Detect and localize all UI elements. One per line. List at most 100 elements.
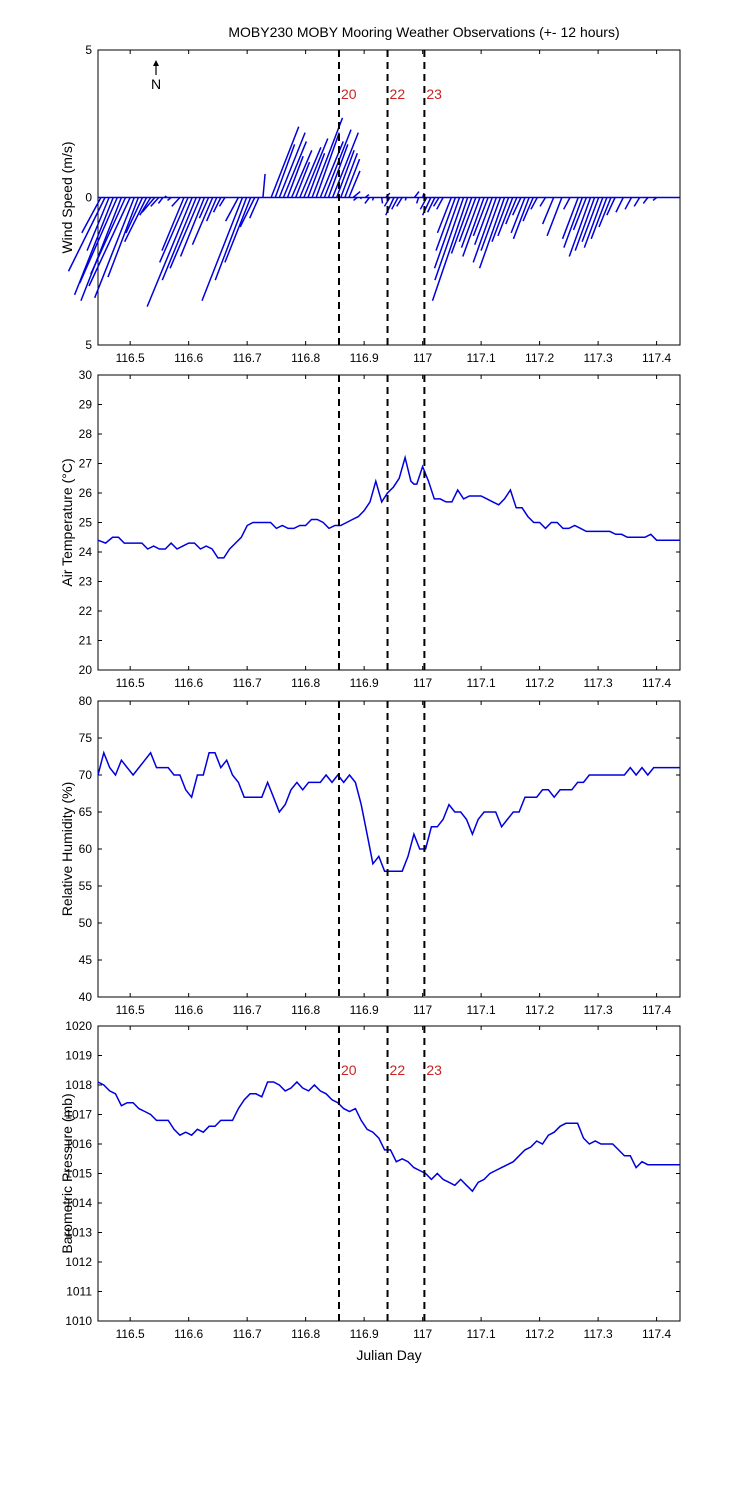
wind-stick: [179, 197, 206, 257]
y-axis-label: Barometric Pressure (mb): [59, 1093, 75, 1253]
x-tick-label: 117.1: [467, 1003, 496, 1017]
y-tick-label: 21: [79, 634, 93, 648]
y-tick-label: 25: [79, 516, 93, 530]
wind-stick: [522, 197, 534, 222]
wind-stick: [364, 193, 370, 199]
y-tick-label: 1013: [65, 1226, 92, 1240]
wind-stick: [340, 152, 359, 198]
x-tick-label: 116.8: [291, 1003, 320, 1017]
x-tick-label: 116.5: [116, 351, 145, 365]
wind-stick: [434, 197, 465, 281]
wind-stick: [505, 197, 518, 225]
y-tick-label: 1014: [65, 1196, 92, 1210]
wind-stick: [352, 191, 361, 199]
event-label: 23: [426, 86, 442, 102]
wind-stick: [497, 197, 514, 237]
wind-stick: [348, 170, 361, 198]
wind-stick: [214, 197, 248, 281]
wind-stick: [432, 197, 440, 207]
x-axis-label: Julian Day: [356, 1347, 422, 1363]
wind-stick: [86, 197, 110, 251]
y-tick-label: 1020: [65, 1019, 92, 1033]
wind-stick: [460, 197, 481, 248]
event-label: 20: [341, 86, 357, 102]
x-tick-label: 117: [413, 351, 432, 365]
y-tick-label: 45: [79, 953, 93, 967]
x-tick-label: 117.4: [642, 351, 671, 365]
wind-stick: [161, 197, 197, 281]
y-tick-label: 1011: [66, 1285, 92, 1299]
wind-stick: [167, 196, 172, 202]
wind-stick: [563, 197, 584, 248]
y-tick-label: 28: [79, 427, 93, 441]
panel-wind-speed: 116.5 116.6 116.7 116.8 116.9 117 117.1 117.2 11…: [59, 43, 681, 365]
y-tick-label: 5: [85, 338, 92, 352]
y-tick-label: 1017: [65, 1108, 92, 1122]
wind-stick: [290, 150, 313, 198]
x-tick-label: 117.2: [525, 1003, 554, 1017]
wind-stick: [652, 196, 658, 202]
wind-stick: [157, 197, 164, 204]
wind-stick: [458, 197, 477, 243]
wind-stick: [364, 197, 371, 204]
wind-stick: [435, 197, 457, 251]
y-tick-label: 55: [79, 879, 93, 893]
wind-stick: [94, 197, 135, 299]
x-tick-label: 116.9: [350, 351, 379, 365]
event-label: 22: [390, 86, 406, 102]
wind-stick: [539, 197, 547, 207]
y-tick-label: 40: [79, 990, 93, 1004]
wind-stick: [299, 147, 322, 198]
wind-stick: [79, 197, 118, 284]
wind-stick: [383, 197, 391, 207]
series-line: [97, 1080, 680, 1193]
wind-stick: [480, 197, 502, 251]
y-tick-label: 70: [79, 768, 93, 782]
wind-stick: [90, 197, 127, 275]
x-tick-label: 116.5: [116, 1003, 145, 1017]
wind-stick: [633, 197, 641, 207]
x-tick-label: 117.3: [584, 1003, 613, 1017]
wind-stick: [462, 197, 485, 257]
x-tick-label: 116.8: [291, 351, 320, 365]
panel-barometric-pressure: 116.5 116.6 116.7 116.8 116.9 117 117.1 117.2 11…: [59, 1019, 681, 1341]
x-tick-label: 117.3: [584, 676, 613, 690]
x-tick-label: 116.8: [291, 1327, 320, 1341]
wind-stick: [161, 197, 185, 251]
y-tick-label: 1016: [65, 1137, 92, 1151]
x-tick-label: 117.1: [467, 676, 496, 690]
wind-stick: [436, 197, 452, 234]
wind-stick: [270, 126, 300, 198]
wind-stick: [563, 197, 571, 210]
y-tick-label: 0: [85, 191, 92, 205]
wind-stick: [530, 197, 538, 210]
wind-stick: [404, 197, 407, 201]
wind-stick: [141, 197, 156, 213]
wind-stick: [510, 197, 526, 234]
x-tick-label: 116.5: [116, 676, 145, 690]
wind-stick: [415, 197, 420, 204]
y-tick-label: 60: [79, 842, 93, 856]
wind-stick: [224, 197, 240, 222]
wind-stick: [239, 197, 256, 228]
wind-stick: [642, 197, 649, 204]
event-label: 20: [341, 1062, 357, 1078]
x-tick-label: 116.9: [350, 1327, 379, 1341]
y-axis-label: Air Temperature (°C): [59, 458, 75, 586]
x-tick-label: 116.6: [174, 351, 203, 365]
wind-stick: [371, 197, 375, 201]
wind-stick: [303, 138, 329, 198]
wind-stick: [224, 197, 252, 263]
wind-stick: [541, 197, 555, 225]
wind-stick: [421, 192, 425, 198]
wind-stick: [572, 197, 588, 231]
wind-stick: [311, 117, 344, 198]
wind-stick: [335, 150, 355, 198]
wind-stick: [81, 197, 102, 234]
y-tick-label: 1012: [65, 1255, 92, 1269]
x-tick-label: 116.6: [174, 1327, 203, 1341]
x-tick-label: 116.7: [233, 1327, 262, 1341]
wind-stick: [307, 152, 326, 198]
wind-stick: [478, 197, 506, 269]
wind-stick: [191, 197, 214, 245]
